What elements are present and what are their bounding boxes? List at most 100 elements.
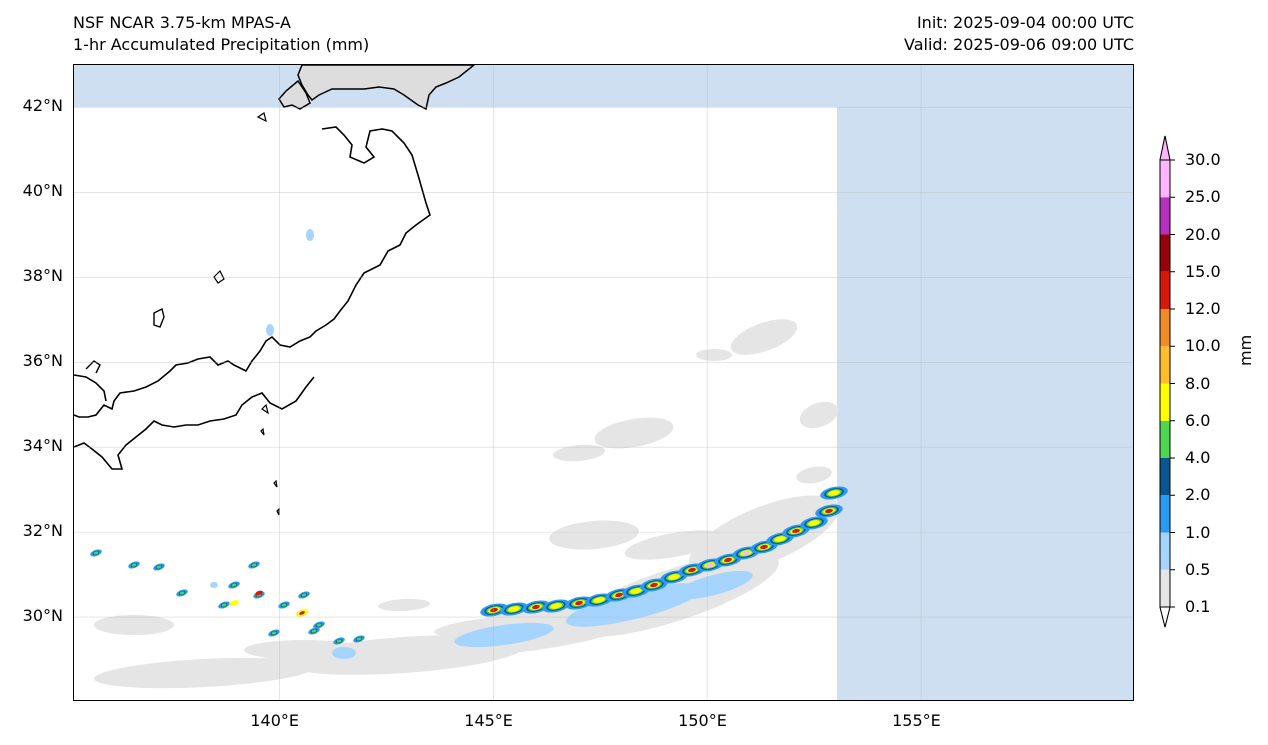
- okushiri: [256, 112, 267, 123]
- colorbar-level-label: 20.0: [1185, 224, 1221, 244]
- colorbar-level-label: 12.0: [1185, 299, 1221, 318]
- precip-cell: [624, 530, 724, 560]
- izu-island: [260, 427, 265, 436]
- precip-cell: [650, 582, 658, 588]
- precip-cell: [565, 583, 703, 627]
- awashima: [213, 269, 225, 284]
- precip-cell: [730, 319, 798, 355]
- colorbar-swatch: [1160, 271, 1170, 309]
- precip-cell: [490, 607, 498, 613]
- colorbar-level-label: 30.0: [1185, 150, 1221, 169]
- title-left: NSF NCAR 3.75-km MPAS-A 1-hr Accumulated…: [73, 12, 369, 56]
- precip-cell: [356, 637, 362, 641]
- precip-cell: [630, 588, 642, 594]
- precip-cell: [299, 611, 305, 615]
- colorbar-level-label: 0.1: [1185, 597, 1211, 616]
- izu-island: [276, 507, 280, 516]
- honshu-south-coast: [74, 376, 315, 470]
- precip-cell: [210, 582, 218, 588]
- precip-cell: [549, 520, 639, 550]
- lat-tick-label: 34°N: [22, 436, 63, 456]
- precip-cell: [229, 600, 239, 606]
- colorbar-extend-min: [1159, 606, 1171, 628]
- colorbar-swatch: [1160, 234, 1170, 272]
- colorbar-swatch: [1160, 420, 1170, 458]
- precip-cell: [696, 349, 732, 361]
- lon-tick-label: 155°E: [892, 711, 941, 730]
- precip-cell: [774, 536, 786, 542]
- colorbar-swatch: [1160, 532, 1170, 570]
- colorbar-swatch: [1160, 495, 1170, 533]
- precip-map: [74, 65, 1133, 700]
- model-name: NSF NCAR 3.75-km MPAS-A: [73, 13, 291, 32]
- colorbar-swatch: [1160, 569, 1170, 607]
- precip-cell: [179, 591, 185, 595]
- precip-cell: [306, 229, 314, 241]
- precip-cell: [675, 570, 753, 600]
- precip-cell: [336, 639, 342, 643]
- colorbar-level-label: 6.0: [1185, 410, 1211, 430]
- izu-island: [273, 479, 278, 488]
- colorbar-unit: mm: [1236, 334, 1255, 366]
- precip-cell: [271, 631, 277, 635]
- precip-cell: [593, 597, 605, 603]
- precip-cell: [575, 600, 583, 606]
- lat-tick-label: 42°N: [22, 96, 63, 116]
- colorbar-extend-max: [1159, 135, 1171, 161]
- lat-tick-label: 38°N: [22, 266, 63, 286]
- hokkaido-peninsula: [278, 79, 311, 110]
- precip-cell: [668, 574, 680, 580]
- lon-tick-label: 150°E: [678, 711, 727, 730]
- precip-cell: [316, 623, 322, 627]
- colorbar-swatch: [1160, 309, 1170, 347]
- hokkaido: [297, 65, 476, 111]
- colorbar-level-label: 15.0: [1185, 261, 1221, 281]
- noto-peninsula: [85, 360, 101, 374]
- sado-island: [153, 307, 165, 328]
- precip-cell: [532, 604, 540, 610]
- colorbar-swatch: [1160, 346, 1170, 384]
- colorbar-level-label: 8.0: [1185, 373, 1211, 393]
- colorbar-swatch: [1160, 160, 1170, 198]
- gridlines: [74, 65, 1133, 700]
- precip-cell: [796, 466, 832, 484]
- precip-cell: [550, 603, 562, 609]
- honshu-coast: [74, 126, 431, 418]
- field-name: 1-hr Accumulated Precipitation (mm): [73, 35, 370, 54]
- precip-cell: [724, 557, 732, 563]
- precip-cell: [454, 622, 554, 648]
- precip-cell: [799, 401, 839, 429]
- precip-cell: [311, 629, 317, 633]
- map-panel: [73, 64, 1134, 701]
- init-time: Init: 2025-09-04 00:00 UTC: [916, 13, 1134, 32]
- west-coast: [74, 374, 107, 402]
- lat-tick-label: 40°N: [22, 181, 63, 201]
- lon-tick-label: 140°E: [250, 711, 299, 730]
- precip-cell: [378, 598, 430, 612]
- precip-cell: [251, 563, 257, 567]
- model-domain: [74, 107, 837, 700]
- izu-island: [261, 403, 269, 415]
- precip-cell: [808, 520, 820, 526]
- colorbar-swatch: [1160, 197, 1170, 235]
- colorbar-level-label: 2.0: [1185, 485, 1211, 505]
- precip-cell: [94, 657, 314, 689]
- precip-cell: [594, 417, 674, 449]
- precip-cell: [828, 490, 840, 496]
- colorbar-level-label: 4.0: [1185, 448, 1211, 467]
- precip-cell: [281, 603, 287, 607]
- precip-cell: [221, 603, 227, 607]
- precip-cell: [255, 590, 263, 596]
- lat-tick-label: 32°N: [22, 521, 63, 541]
- colorbar-outline: [1159, 135, 1171, 628]
- precip-cell: [93, 551, 99, 555]
- precip-cell: [508, 606, 520, 612]
- colorbar-level-label: 25.0: [1185, 187, 1221, 207]
- precip-cell: [301, 593, 307, 597]
- precip-cell: [615, 592, 623, 598]
- precip-cell: [706, 562, 714, 568]
- precip-cell: [825, 508, 833, 514]
- title-right: Init: 2025-09-04 00:00 UTC Valid: 2025-0…: [904, 12, 1134, 56]
- precip-cell: [156, 565, 162, 569]
- lon-tick-label: 145°E: [464, 711, 513, 730]
